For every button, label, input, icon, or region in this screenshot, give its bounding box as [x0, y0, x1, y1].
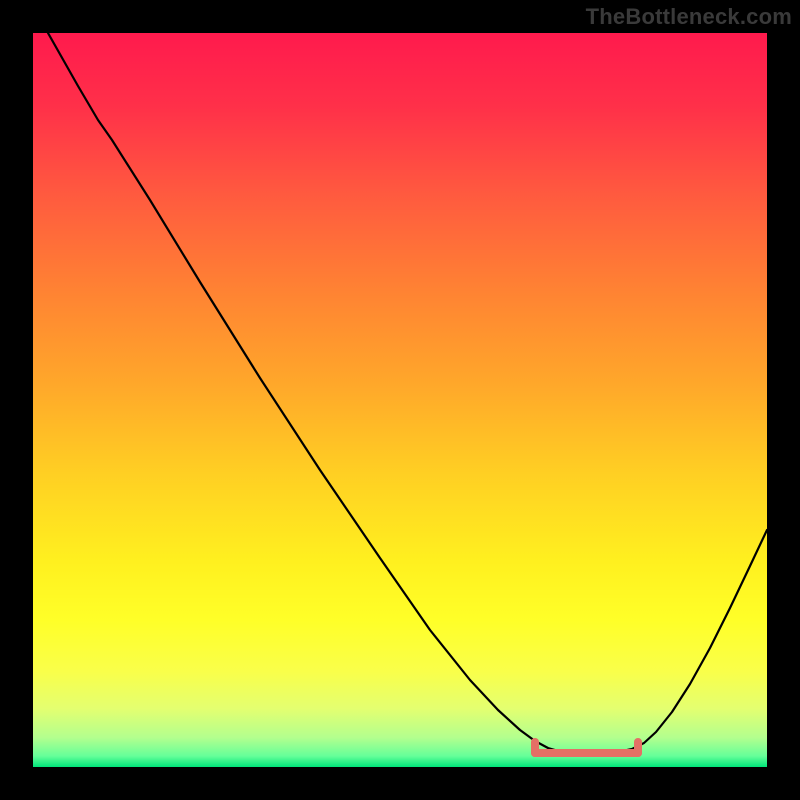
plot-background	[33, 33, 767, 767]
bottleneck-curve-chart	[0, 0, 800, 800]
watermark-text: TheBottleneck.com	[586, 4, 792, 30]
chart-stage: { "watermark": { "text": "TheBottleneck.…	[0, 0, 800, 800]
